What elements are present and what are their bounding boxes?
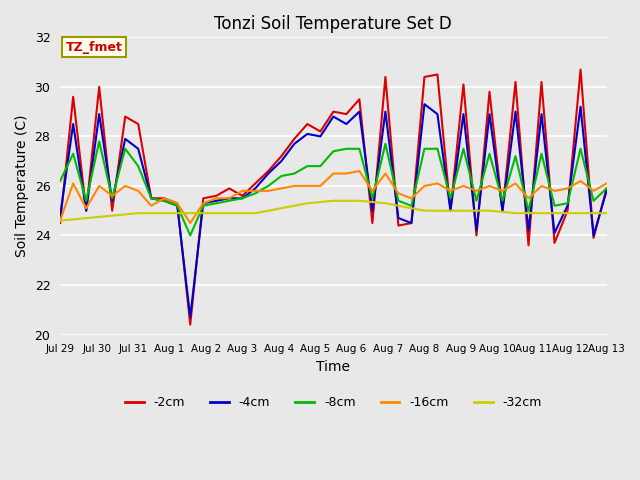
X-axis label: Time: Time (316, 360, 350, 374)
Legend: -2cm, -4cm, -8cm, -16cm, -32cm: -2cm, -4cm, -8cm, -16cm, -32cm (120, 391, 547, 414)
Title: Tonzi Soil Temperature Set D: Tonzi Soil Temperature Set D (214, 15, 452, 33)
Text: TZ_fmet: TZ_fmet (66, 41, 122, 54)
Y-axis label: Soil Temperature (C): Soil Temperature (C) (15, 115, 29, 257)
